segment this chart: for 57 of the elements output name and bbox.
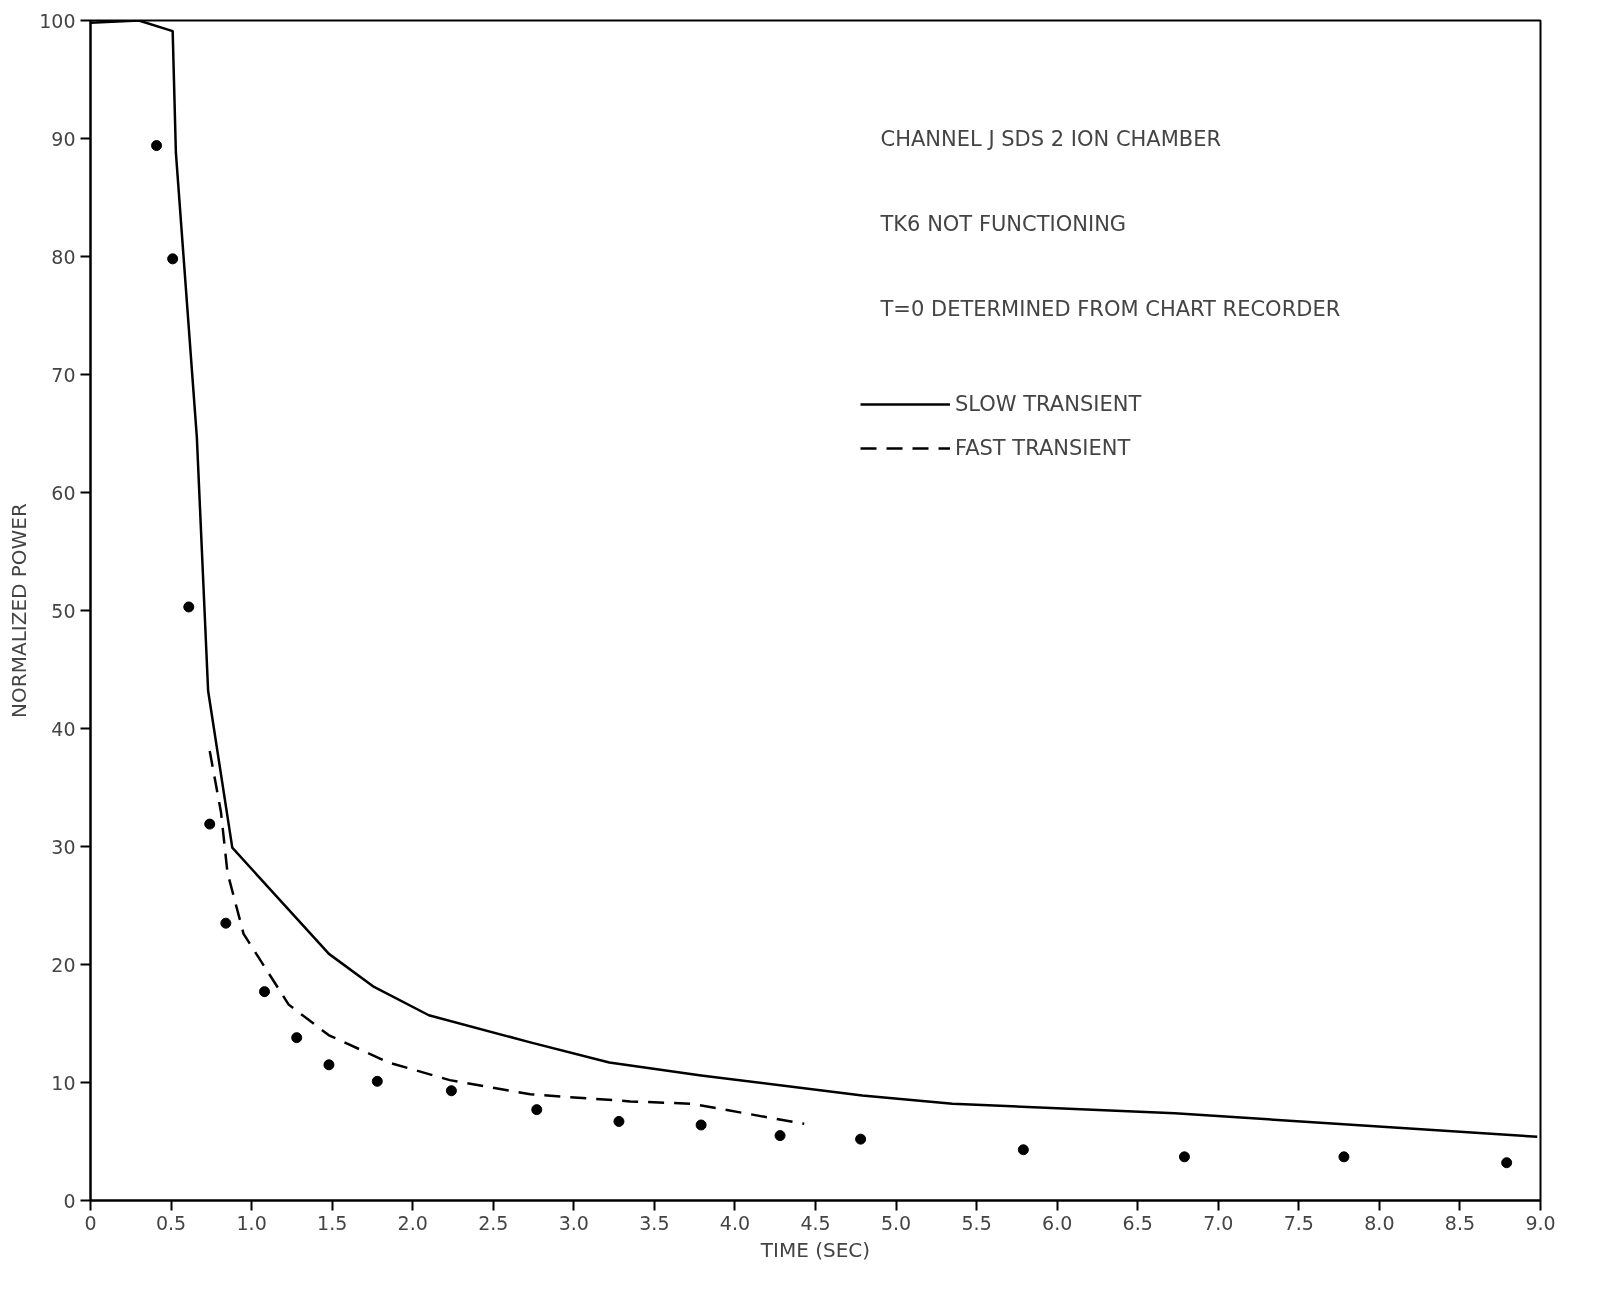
annotation: TK6 NOT FUNCTIONING [879, 211, 1127, 236]
annotation: CHANNEL J SDS 2 ION CHAMBER [880, 126, 1222, 151]
x-tick-label: 5.0 [880, 1211, 912, 1234]
point [695, 1119, 707, 1131]
x-tick-label: 7.0 [1203, 1211, 1234, 1234]
y-tick-label: 90 [51, 127, 76, 150]
x-tick-label: 0 [84, 1211, 97, 1234]
x-tick-label: 1.0 [236, 1211, 267, 1234]
point [1017, 1144, 1029, 1156]
x-tick-label: 0.5 [155, 1211, 187, 1234]
point [774, 1130, 786, 1142]
x-tick-label: 8.0 [1364, 1211, 1395, 1234]
x-tick-label: 6.5 [1122, 1211, 1153, 1234]
x-tick-label: 7.5 [1283, 1211, 1314, 1234]
y-tick-label: 50 [51, 599, 76, 622]
point [291, 1032, 303, 1044]
point [183, 601, 195, 613]
point [220, 917, 232, 929]
y-axis-title: NORMALIZED POWER [7, 503, 32, 718]
y-tick-label: 60 [51, 481, 76, 504]
point [445, 1085, 457, 1097]
y-tick-label: 30 [51, 835, 76, 858]
point [1178, 1151, 1190, 1163]
point [167, 253, 179, 265]
x-tick-label: 6.0 [1042, 1211, 1073, 1234]
point [371, 1075, 383, 1087]
y-tick-label: 10 [51, 1071, 76, 1094]
y-tick-label: 20 [51, 953, 76, 976]
x-tick-label: 4.5 [800, 1211, 831, 1234]
y-tick-label: 100 [39, 9, 76, 32]
x-tick-label: 3.0 [558, 1211, 589, 1234]
point [259, 986, 270, 998]
y-tick-label: 70 [51, 363, 76, 386]
legend-label: FAST TRANSIENT [955, 436, 1131, 460]
x-tick-label: 5.5 [961, 1211, 992, 1234]
legend-label: SLOW TRANSIENT [955, 392, 1142, 416]
x-tick-label: 3.5 [639, 1211, 670, 1234]
x-tick-label: 1.5 [317, 1211, 348, 1234]
x-tick-label: 9.0 [1525, 1211, 1556, 1234]
x-tick-label: 2.0 [397, 1211, 428, 1234]
point [531, 1104, 543, 1116]
point [323, 1059, 335, 1071]
x-tick-label: 4.0 [719, 1211, 751, 1234]
point [613, 1115, 625, 1127]
point [855, 1133, 867, 1145]
point [204, 818, 216, 830]
x-axis-title: TIME (SEC) [759, 1237, 871, 1262]
line-series [208, 749, 806, 1126]
point [1338, 1151, 1350, 1163]
point [151, 140, 163, 152]
annotation: T=0 DETERMINED FROM CHART RECORDER [879, 296, 1341, 321]
x-tick-label: 2.5 [478, 1211, 509, 1234]
y-tick-label: 40 [51, 717, 76, 740]
y-tick-label: 0 [63, 1189, 76, 1212]
y-tick-label: 80 [51, 245, 76, 268]
x-tick-label: 8.5 [1444, 1211, 1476, 1234]
point [1501, 1157, 1513, 1169]
